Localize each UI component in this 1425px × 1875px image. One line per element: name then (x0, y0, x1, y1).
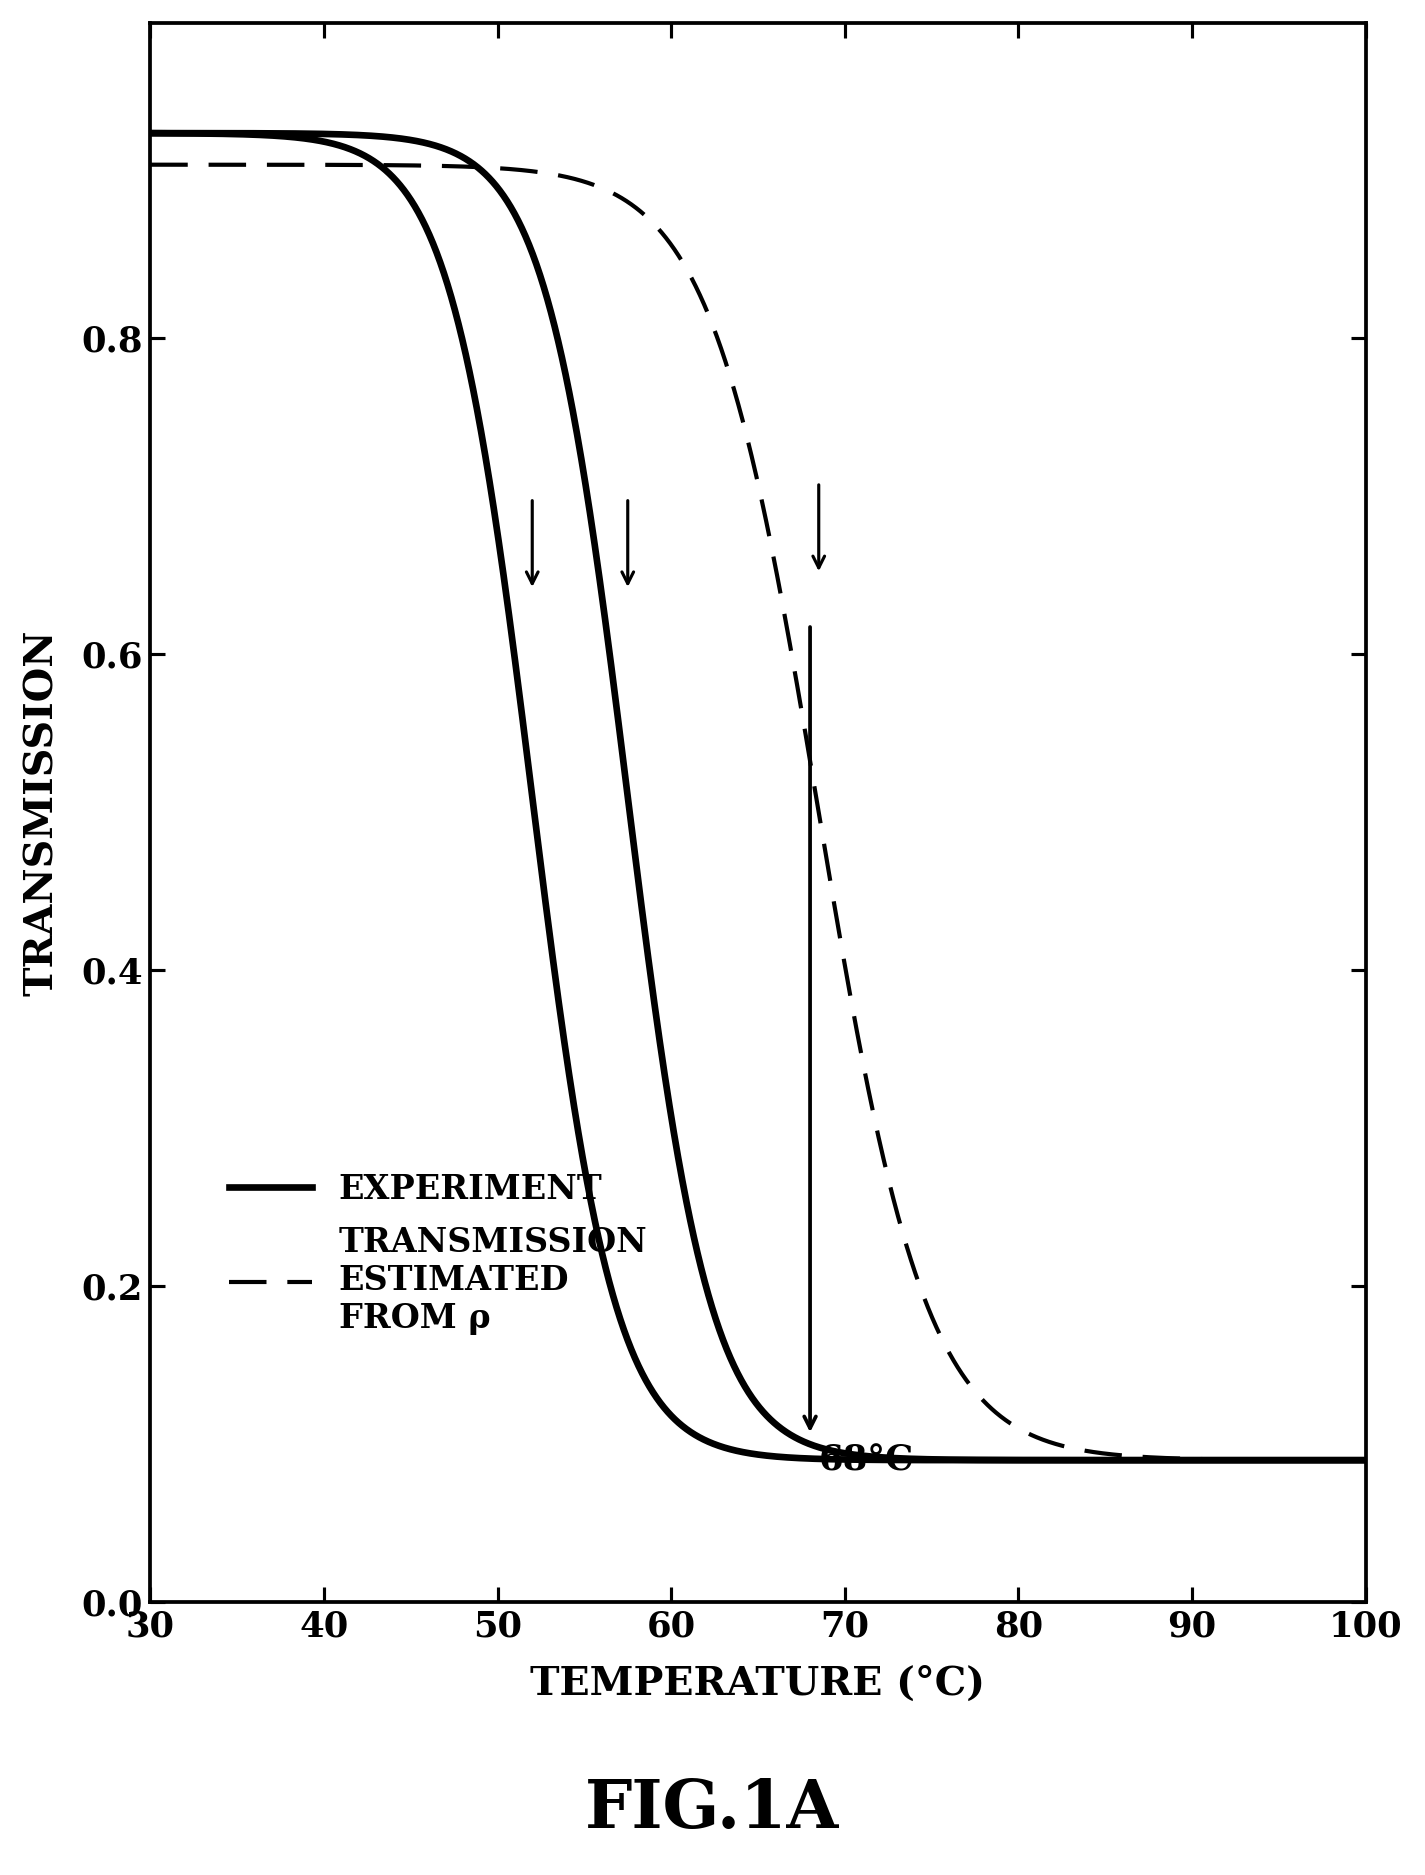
Text: 68°C: 68°C (819, 1444, 913, 1478)
Legend: EXPERIMENT, TRANSMISSION
ESTIMATED
FROM ρ: EXPERIMENT, TRANSMISSION ESTIMATED FROM … (215, 1159, 661, 1348)
Y-axis label: TRANSMISSION: TRANSMISSION (23, 630, 60, 996)
Text: FIG.1A: FIG.1A (586, 1778, 839, 1841)
X-axis label: TEMPERATURE (°C): TEMPERATURE (°C) (530, 1665, 986, 1702)
